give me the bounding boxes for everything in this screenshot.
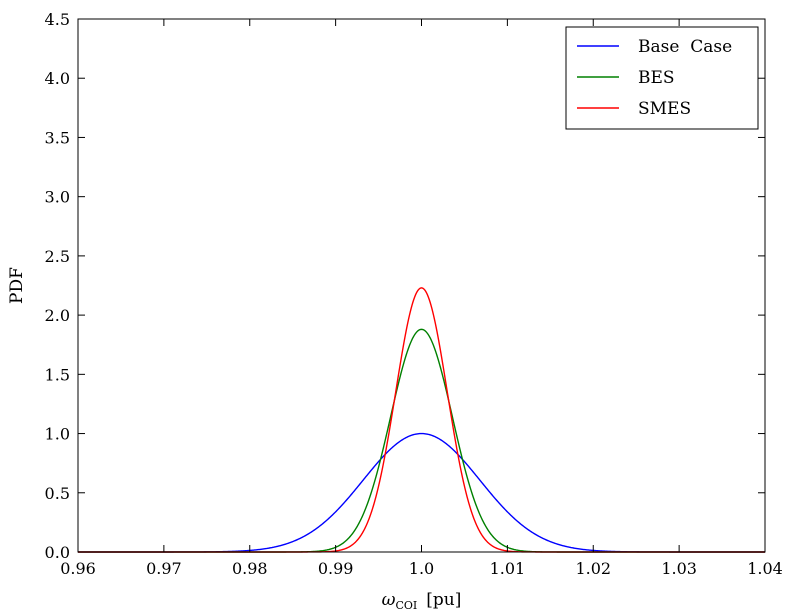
legend: Base Case BES SMES (565, 26, 759, 130)
plot-area: 0.96 0.97 0.98 0.99 1.0 1.01 1.02 1.03 1.04 0.0 0.… (45, 10, 783, 578)
y-tick-label: 0.5 (45, 484, 70, 503)
y-tick-label: 1.5 (45, 365, 70, 384)
x-tick-label: 1.03 (661, 559, 697, 578)
series-layer (78, 287, 765, 553)
y-axis-label: PDF (7, 267, 27, 304)
y-tick-label: 0.0 (45, 543, 70, 562)
x-tick-label: 0.97 (146, 559, 182, 578)
x-axis-label: ωCOI [pu] (382, 590, 462, 612)
legend-label: SMES (638, 99, 691, 119)
x-tick-label: 1.01 (490, 559, 526, 578)
x-tick-label: 0.99 (318, 559, 354, 578)
series-line-smes (78, 287, 765, 553)
y-tick-label: 2.0 (45, 306, 70, 325)
x-tick-label: 0.98 (232, 559, 268, 578)
legend-items: Base Case BES SMES (577, 37, 732, 119)
x-axis-label-subscript: COI (395, 599, 417, 612)
x-tick-label: 0.96 (60, 559, 96, 578)
y-tick-label: 2.5 (45, 247, 70, 266)
y-tick-label: 4.5 (45, 10, 70, 29)
x-tick-label: 1.02 (575, 559, 611, 578)
y-tick-label: 4.0 (45, 69, 70, 88)
series-line-bes (78, 328, 765, 553)
legend-label: BES (638, 68, 675, 88)
y-tick-label: 3.5 (45, 128, 70, 147)
ticks-layer: 0.96 0.97 0.98 0.99 1.0 1.01 1.02 1.03 1.04 0.0 0.… (45, 10, 783, 578)
x-axis-label-symbol: ω (382, 590, 396, 610)
legend-label: Base Case (638, 37, 732, 57)
x-tick-label: 1.0 (409, 559, 434, 578)
y-tick-label: 1.0 (45, 425, 70, 444)
y-tick-label: 3.0 (45, 188, 70, 207)
series-line-base-case (78, 432, 765, 553)
x-axis-label-unit: [pu] (426, 590, 461, 610)
legend-box (565, 26, 759, 130)
x-tick-label: 1.04 (747, 559, 783, 578)
